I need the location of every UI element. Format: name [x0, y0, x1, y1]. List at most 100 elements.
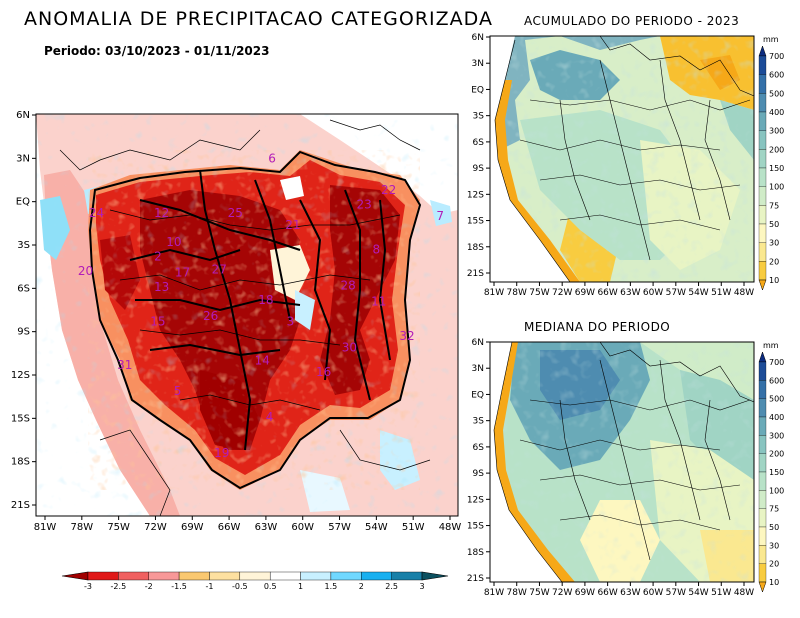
colorbar-label: 100: [769, 183, 784, 192]
lon-tick-label: 69W: [575, 588, 595, 598]
lat-tick-label: EQ: [471, 85, 484, 95]
colorbar-label: 400: [769, 413, 784, 422]
colorbar-label: 3: [419, 582, 424, 591]
median-colorbar: mm 10 20 30 50 75 100 150 200 300 400 500 600 700: [758, 341, 784, 593]
lon-tick-label: 81W: [484, 588, 504, 598]
lat-tick-label: 3N: [16, 153, 30, 164]
colorbar-segment: [758, 398, 767, 418]
lon-tick-label: 63W: [255, 522, 278, 533]
colorbar-label: 50: [769, 523, 779, 532]
colorbar-segment: [209, 571, 241, 581]
lat-tick-label: 18S: [467, 243, 484, 253]
colorbar-segment: [758, 471, 767, 491]
colorbar-segment: [391, 571, 423, 581]
basin-number-18: 18: [258, 293, 273, 307]
colorbar-segment: [758, 223, 767, 243]
median-map: [490, 342, 754, 582]
lon-tick-label: 63W: [620, 588, 640, 598]
colorbar-unit: mm: [763, 35, 779, 44]
basin-number-15: 15: [150, 315, 165, 329]
median-map-outlines: [493, 342, 754, 582]
basin-number-2: 2: [154, 250, 162, 264]
lon-tick-label: 54W: [688, 288, 708, 298]
basin-number-23: 23: [356, 198, 371, 212]
anomaly-map-ticks: 6N 3N EQ 3S 6S 9S 12S 15S 18S 21S 81W 78W 75W 72W 69W 6…: [11, 110, 461, 533]
median-map-frame: [489, 341, 755, 583]
lat-tick-label: EQ: [471, 390, 484, 400]
colorbar-label: 50: [769, 220, 779, 229]
colorbar-label: 30: [769, 541, 779, 550]
basin-number-21: 21: [285, 218, 300, 232]
colorbar-label: 300: [769, 431, 784, 440]
river-lines: [59, 119, 431, 516]
colorbar-segment: [87, 571, 119, 581]
lon-tick-label: 75W: [107, 522, 130, 533]
basin-boundaries: [88, 150, 422, 490]
lon-tick-label: 51W: [402, 522, 425, 533]
lat-tick-label: 3S: [473, 112, 485, 122]
colorbar-segment: [758, 508, 767, 528]
lat-tick-label: 15S: [467, 522, 484, 532]
lon-tick-label: 66W: [597, 288, 617, 298]
colorbar-label: 200: [769, 145, 784, 154]
colorbar-segment: [361, 571, 392, 581]
lat-tick-label: EQ: [16, 197, 30, 208]
colorbar-label: 20: [769, 257, 779, 266]
basin-number-17: 17: [175, 265, 190, 279]
colorbar-segment: [239, 571, 271, 581]
colorbar-segment: [758, 453, 767, 473]
basin-number-24: 24: [89, 206, 104, 220]
colorbar-segment: [758, 261, 767, 281]
lat-tick-label: 9S: [473, 469, 485, 479]
lon-tick-label: 54W: [688, 588, 708, 598]
anomaly-colorbar: -3 -2.5 -2 -1.5 -1 -0.5 0.5 1 1.5 2 2.5 3: [61, 571, 449, 591]
lon-tick-label: 69W: [575, 288, 595, 298]
lon-tick-label: 48W: [734, 588, 754, 598]
colorbar-top-arrow: [758, 351, 767, 363]
basin-number-27: 27: [212, 263, 227, 277]
lon-tick-label: 75W: [529, 588, 549, 598]
basin-number-25: 25: [228, 206, 243, 220]
colorbar-segment: [330, 571, 362, 581]
lat-tick-label: 9S: [473, 164, 485, 174]
basin-number-19: 19: [214, 446, 229, 460]
lat-tick-label: 12S: [467, 190, 484, 200]
colorbar-segment: [758, 111, 767, 131]
colorbar-unit: mm: [763, 341, 779, 350]
colorbar-label: -0.5: [232, 582, 248, 591]
median-map-title: MEDIANA DO PERIODO: [524, 320, 671, 334]
lon-tick-label: 66W: [218, 522, 241, 533]
accumulated-map-outlines: [494, 36, 754, 282]
lon-tick-label: 57W: [666, 288, 686, 298]
lon-tick-label: 60W: [643, 288, 663, 298]
basin-number-3: 3: [287, 315, 295, 329]
lon-tick-label: 63W: [620, 288, 640, 298]
lon-tick-label: 81W: [484, 288, 504, 298]
colorbar-label: 500: [769, 89, 784, 98]
colorbar-label: 300: [769, 127, 784, 136]
colorbar-segment: [300, 571, 332, 581]
colorbar-right-arrow: [421, 571, 449, 581]
lon-tick-label: 66W: [597, 588, 617, 598]
colorbar-segment: [758, 130, 767, 150]
lat-tick-label: 21S: [467, 574, 484, 584]
basin-number-labels: 6 22 23 24 12 25 21 7 10 8 2 20 17 27 13 28 18 11 15 26 3 32 3…: [78, 151, 444, 460]
colorbar-left-arrow: [61, 571, 89, 581]
lon-tick-label: 57W: [666, 588, 686, 598]
colorbar-label: 500: [769, 395, 784, 404]
lon-tick-label: 60W: [291, 522, 314, 533]
colorbar-segment: [758, 526, 767, 546]
lon-tick-label: 78W: [507, 288, 527, 298]
colorbar-label: -3: [84, 582, 92, 591]
anomaly-map: [36, 114, 458, 516]
basin-number-31: 31: [117, 358, 132, 372]
lat-tick-label: 15S: [11, 413, 30, 424]
basin-number-26: 26: [203, 309, 218, 323]
lon-tick-label: 57W: [328, 522, 351, 533]
colorbar-label: 0.5: [264, 582, 277, 591]
anomaly-map-frame: [35, 113, 459, 517]
colorbar-label: 600: [769, 71, 784, 80]
colorbar-label: 30: [769, 239, 779, 248]
basin-number-13: 13: [154, 280, 169, 294]
